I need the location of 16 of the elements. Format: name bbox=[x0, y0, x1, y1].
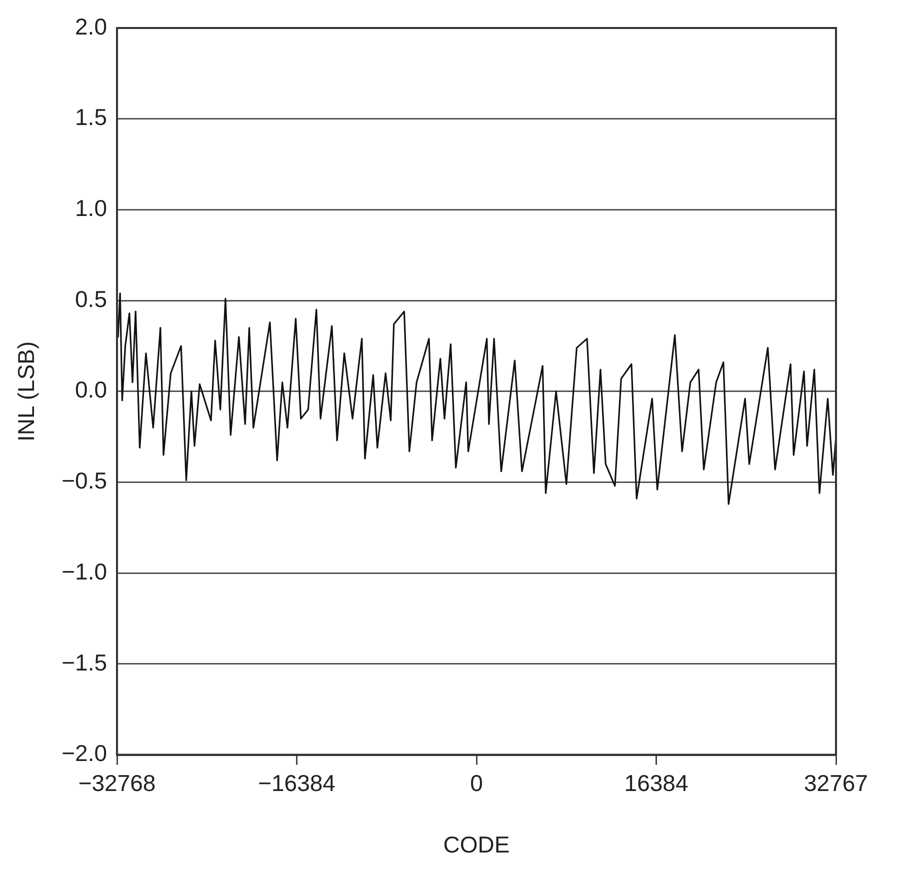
y-tick-label: 0.5 bbox=[75, 286, 108, 312]
x-tick-label: −16384 bbox=[258, 770, 336, 796]
x-tick-label: 16384 bbox=[624, 770, 688, 796]
y-tick-label: −0.5 bbox=[62, 468, 108, 494]
y-tick-label: 0.0 bbox=[75, 376, 108, 403]
y-tick-label: −1.5 bbox=[62, 649, 108, 676]
y-tick-label: 1.5 bbox=[75, 104, 108, 130]
y-axis-title: INL (LSB) bbox=[13, 341, 40, 442]
x-tick-label: 0 bbox=[470, 770, 483, 796]
y-tick-label: −1.0 bbox=[62, 558, 108, 584]
y-tick-label: 2.0 bbox=[75, 13, 108, 40]
y-tick-label: −2.0 bbox=[62, 740, 108, 766]
y-tick-label: 1.0 bbox=[75, 195, 108, 222]
x-tick-label: 32767 bbox=[804, 770, 868, 796]
x-tick-label: −32768 bbox=[78, 770, 156, 796]
x-axis-title: CODE bbox=[443, 832, 510, 858]
